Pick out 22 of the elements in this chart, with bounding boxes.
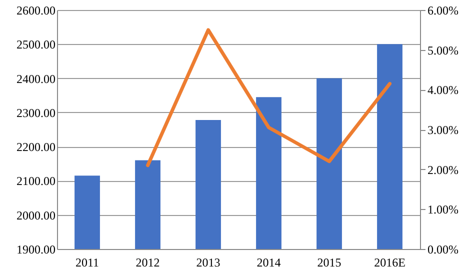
x-tick-label: 2015 <box>317 256 342 270</box>
x-tick-label: 2011 <box>75 256 100 270</box>
y-tick-label: 2100.00 <box>16 174 56 188</box>
y-tick-label: 2000.00 <box>16 208 56 222</box>
x-tick-label: 2016E <box>374 256 406 270</box>
y2-tick-label: 1.00% <box>428 202 458 217</box>
y-tick-label: 2600.00 <box>16 4 56 18</box>
line-series <box>146 28 392 168</box>
y2-tick-label: 0.00% <box>428 242 458 256</box>
x-tick-label: 2013 <box>196 256 220 270</box>
y-tick-label: 2200.00 <box>16 140 56 154</box>
y2-tick-label: 4.00% <box>428 83 458 98</box>
y2-tick-label: 6.00% <box>428 4 458 18</box>
y-tick-label: 2500.00 <box>16 38 56 52</box>
x-tick-label: 2012 <box>136 256 160 270</box>
y-tick-label: 2300.00 <box>16 106 56 120</box>
y2-tick-label: 5.00% <box>428 43 458 58</box>
x-tick-label: 2014 <box>256 256 281 270</box>
y2-tick-label: 2.00% <box>428 162 458 177</box>
y-tick-label: 2400.00 <box>16 72 56 86</box>
y-tick-label: 1900.00 <box>16 242 56 256</box>
y2-tick-label: 3.00% <box>428 123 458 137</box>
